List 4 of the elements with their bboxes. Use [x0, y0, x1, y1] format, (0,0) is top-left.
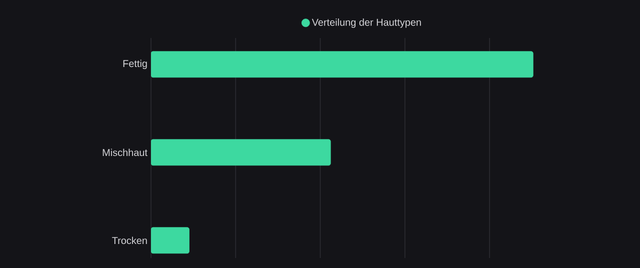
y-tick-label: Fettig — [123, 60, 147, 70]
y-tick-label: Mischhaut — [102, 148, 148, 156]
legend-label: Verteilung der Hauttypen — [312, 18, 421, 28]
y-tick-label: Trocken — [112, 236, 147, 244]
